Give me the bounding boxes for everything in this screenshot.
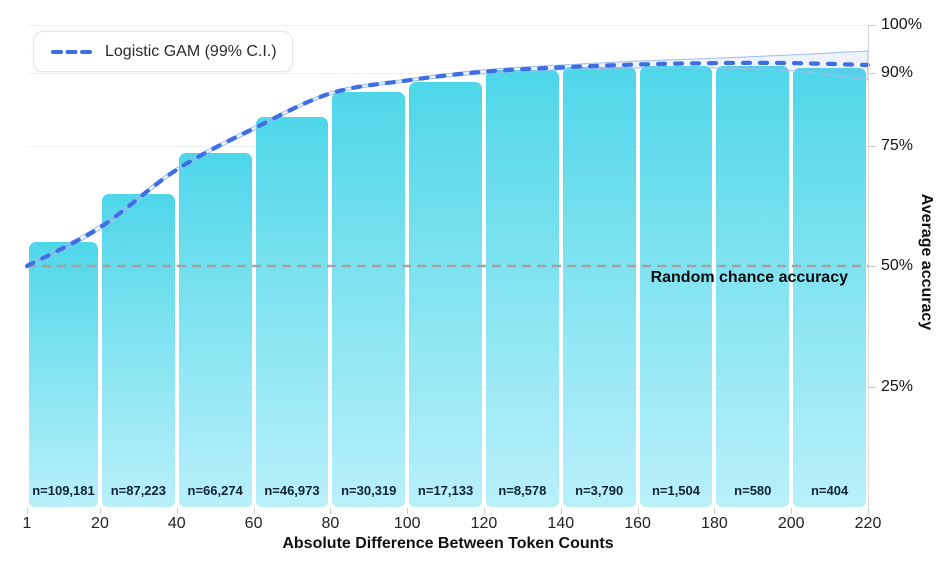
bar-count-label: n=17,133: [417, 482, 474, 498]
y-tick-label-75: 75%: [881, 136, 914, 154]
y-tick-90: [868, 73, 876, 75]
y-tick-75: [868, 145, 876, 147]
x-tick-label-40: 40: [167, 515, 186, 532]
x-tick-label-160: 160: [624, 515, 651, 532]
y-tick-100: [868, 25, 876, 26]
bar-count-label: n=46,973: [264, 482, 320, 498]
x-tick-label-200: 200: [777, 515, 805, 532]
gridline-100: [27, 25, 868, 26]
bar-count-label: n=66,274: [187, 482, 243, 498]
y-tick-label-25: 25%: [881, 377, 914, 395]
bar-60-80: n=46,973: [255, 116, 329, 507]
y-tick-label-100: 100%: [881, 16, 922, 33]
x-tick-200: [791, 508, 793, 514]
x-tick-label-140: 140: [547, 515, 575, 532]
bar-140-160: n=3,790: [562, 66, 636, 507]
x-tick-20: [99, 508, 101, 514]
bar-count-label: n=87,223: [110, 482, 166, 498]
x-tick-140: [560, 508, 562, 514]
y-tick-label-90: 90%: [881, 64, 914, 82]
x-tick-160: [637, 508, 639, 514]
y-tick-25: [868, 386, 876, 388]
bar-100-120: n=17,133: [409, 81, 482, 507]
x-tick-label-180: 180: [701, 515, 728, 532]
bar-20-40: n=87,223: [101, 193, 175, 507]
x-tick-label-80: 80: [321, 515, 340, 532]
x-tick-label-220: 220: [854, 515, 882, 532]
bar-count-label: n=580: [734, 482, 772, 498]
x-tick-1: [27, 508, 28, 514]
x-tick-label-20: 20: [91, 515, 109, 532]
bar-200-220: n=404: [793, 68, 866, 507]
x-tick-80: [330, 508, 332, 514]
x-tick-120: [483, 508, 485, 514]
x-tick-60: [253, 508, 255, 514]
y-tick-50: [868, 266, 876, 267]
bar-count-label: n=404: [810, 482, 849, 498]
bar-count-label: n=109,181: [32, 482, 95, 498]
y-tick-label-50: 50%: [881, 257, 914, 274]
random-chance-annotation: Random chance accuracy: [650, 269, 848, 286]
bar-count-label: n=8,578: [498, 482, 547, 498]
x-tick-label-60: 60: [244, 515, 263, 532]
x-tick-180: [714, 508, 716, 514]
bar-count-label: n=30,319: [341, 482, 397, 498]
bar-80-100: n=30,319: [332, 92, 406, 507]
bar-120-140: n=8,578: [485, 70, 559, 507]
y-axis-title: Average accuracy: [918, 193, 935, 331]
x-tick-label-100: 100: [393, 515, 421, 532]
x-tick-220: [868, 508, 869, 514]
x-tick-label-1: 1: [22, 515, 32, 532]
bar-count-label: n=3,790: [575, 482, 624, 498]
bar-40-60: n=66,274: [178, 152, 252, 507]
legend-dash-icon: [51, 49, 95, 54]
bar-count-label: n=1,504: [651, 482, 701, 498]
x-tick-label-120: 120: [470, 515, 498, 532]
x-axis-title: Absolute Difference Between Token Counts: [282, 535, 614, 552]
x-tick-40: [176, 508, 178, 514]
legend-label: Logistic GAM (99% C.I.): [105, 42, 277, 60]
x-tick-100: [407, 508, 409, 514]
legend[interactable]: Logistic GAM (99% C.I.): [33, 31, 293, 72]
bar-1-20: n=109,181: [29, 241, 98, 507]
